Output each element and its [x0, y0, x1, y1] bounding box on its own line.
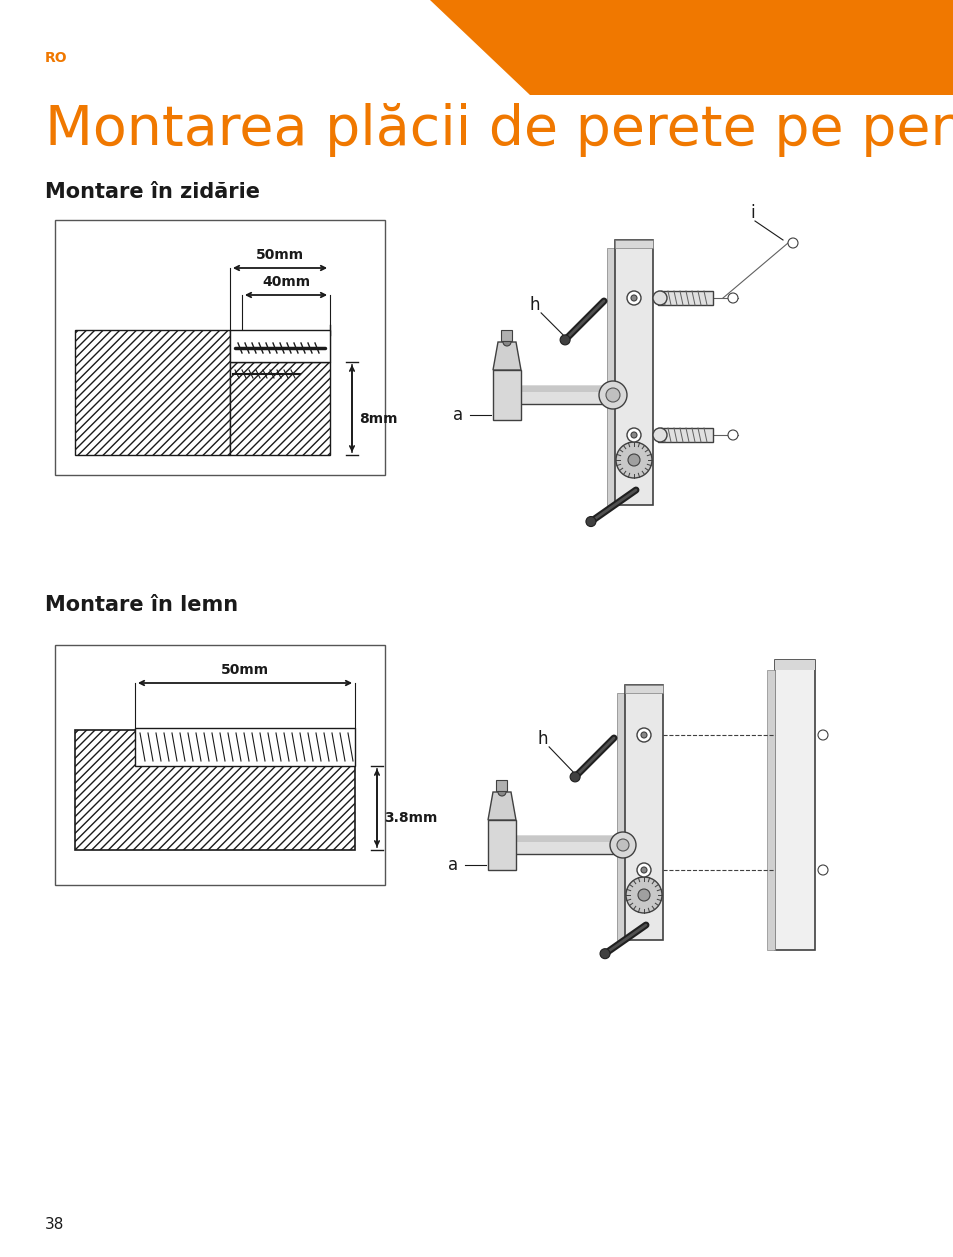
Text: 40mm: 40mm [262, 275, 310, 289]
Circle shape [652, 292, 666, 305]
Circle shape [652, 427, 666, 442]
Polygon shape [493, 342, 520, 370]
Bar [519, 386, 615, 392]
Text: i: i [750, 204, 755, 222]
Bar [135, 728, 355, 766]
Circle shape [616, 442, 651, 478]
Bar [658, 427, 712, 442]
Circle shape [630, 432, 637, 437]
Text: 3.8mm: 3.8mm [384, 811, 436, 825]
Text: 50mm: 50mm [221, 662, 269, 678]
Circle shape [502, 338, 511, 346]
Bar [75, 331, 230, 455]
Circle shape [787, 238, 797, 248]
Polygon shape [488, 792, 516, 820]
Bar [488, 820, 516, 870]
Bar [658, 292, 712, 305]
Bar [519, 386, 615, 403]
Circle shape [617, 838, 628, 851]
Circle shape [630, 295, 637, 300]
Bar [55, 220, 385, 475]
Circle shape [585, 517, 596, 527]
Circle shape [599, 949, 609, 959]
Bar [493, 370, 520, 420]
Bar [624, 685, 662, 940]
Bar [774, 660, 814, 670]
Bar [230, 362, 330, 455]
Bar [55, 645, 385, 885]
Text: a: a [448, 856, 457, 874]
Bar [515, 836, 624, 842]
Bar [606, 248, 615, 505]
Text: 50mm: 50mm [255, 248, 304, 261]
Text: 38: 38 [45, 1218, 64, 1233]
Bar [75, 730, 355, 850]
Bar [617, 693, 624, 940]
Circle shape [637, 728, 650, 742]
Polygon shape [430, 0, 953, 96]
Text: RO: RO [45, 52, 68, 65]
Circle shape [817, 865, 827, 875]
Bar [230, 331, 330, 362]
Text: a: a [453, 406, 462, 424]
Circle shape [598, 381, 626, 409]
Circle shape [626, 292, 640, 305]
Text: h: h [537, 730, 548, 748]
Bar [515, 836, 624, 854]
Bar [615, 240, 652, 248]
Bar [500, 331, 512, 341]
Bar [774, 660, 814, 950]
Circle shape [605, 388, 619, 402]
Bar [496, 781, 506, 791]
Circle shape [570, 772, 579, 782]
Text: Montare în lemn: Montare în lemn [45, 595, 238, 615]
Text: Montarea plăcii de perete pe perete: Montarea plăcii de perete pe perete [45, 103, 953, 157]
Circle shape [817, 730, 827, 740]
Circle shape [640, 732, 646, 738]
Circle shape [640, 867, 646, 874]
Bar [615, 240, 652, 505]
Text: Montare în zidărie: Montare în zidărie [45, 182, 260, 202]
Bar [766, 670, 774, 950]
Circle shape [637, 864, 650, 877]
Circle shape [627, 454, 639, 466]
Text: 8mm: 8mm [358, 411, 397, 426]
Circle shape [559, 334, 570, 344]
Circle shape [638, 889, 649, 901]
Circle shape [625, 877, 661, 913]
Circle shape [626, 427, 640, 442]
Text: h: h [529, 295, 539, 314]
Bar [624, 685, 662, 693]
Circle shape [497, 788, 505, 796]
Circle shape [727, 430, 738, 440]
Circle shape [609, 832, 636, 859]
Circle shape [727, 293, 738, 303]
